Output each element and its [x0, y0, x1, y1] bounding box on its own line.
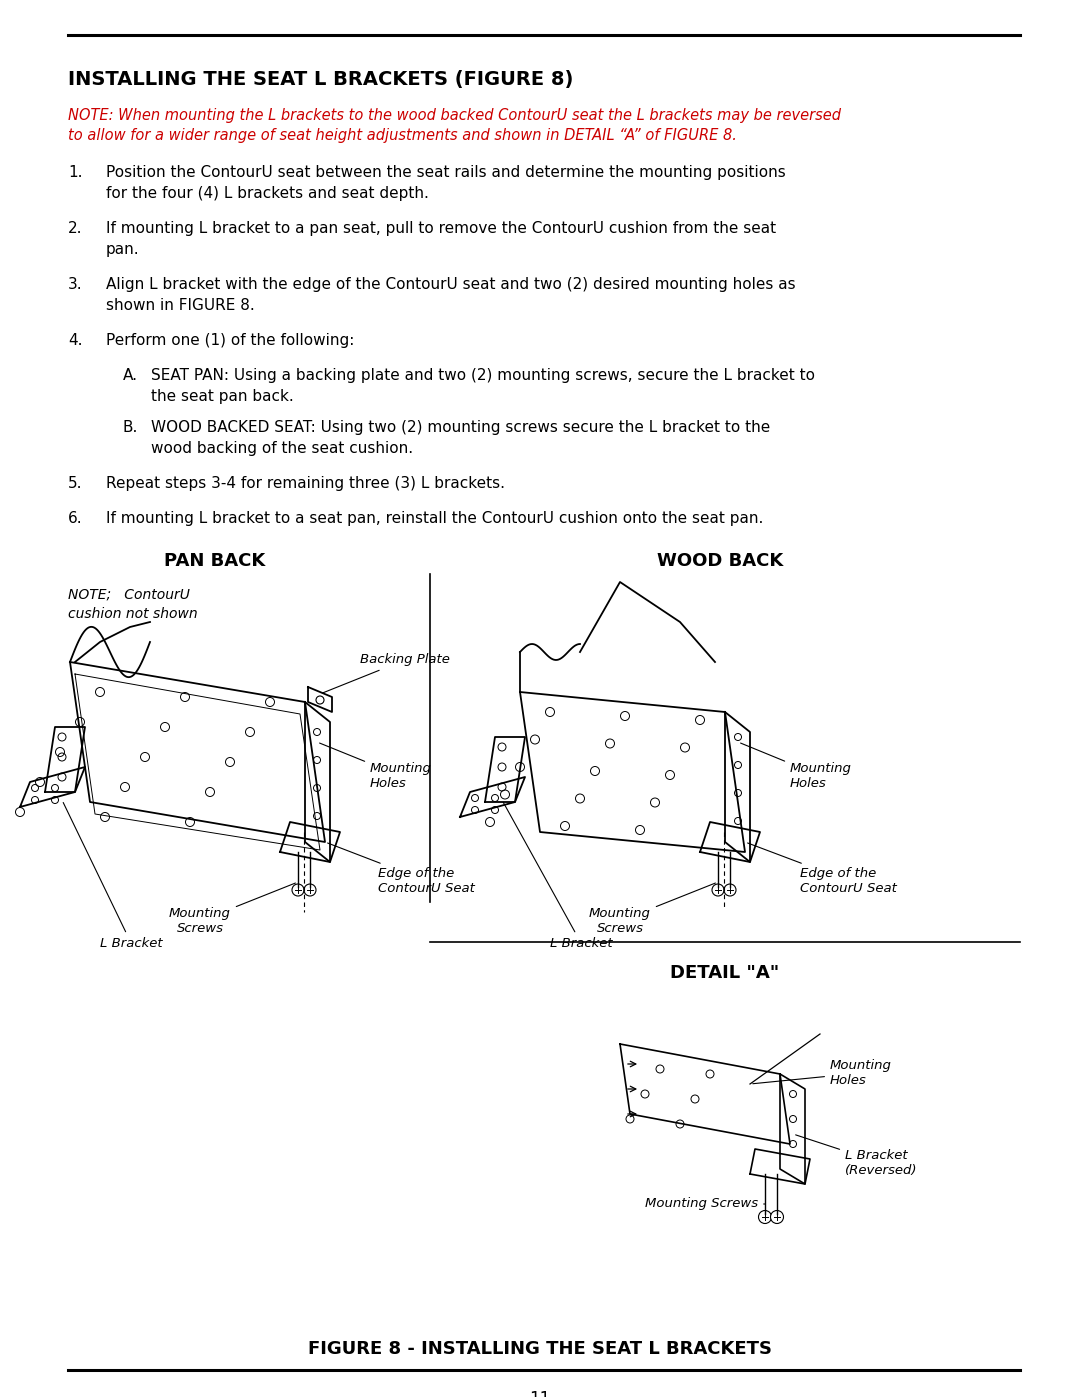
- Text: Perform one (1) of the following:: Perform one (1) of the following:: [106, 332, 354, 348]
- Text: Mounting
Holes: Mounting Holes: [741, 743, 852, 789]
- Text: WOOD BACKED SEAT: Using two (2) mounting screws secure the L bracket to the: WOOD BACKED SEAT: Using two (2) mounting…: [151, 420, 770, 434]
- Circle shape: [303, 884, 316, 895]
- Text: the seat pan back.: the seat pan back.: [151, 388, 294, 404]
- Text: INSTALLING THE SEAT L BRACKETS (FIGURE 8): INSTALLING THE SEAT L BRACKETS (FIGURE 8…: [68, 70, 573, 89]
- Circle shape: [292, 884, 303, 895]
- Text: 11: 11: [529, 1390, 551, 1397]
- Text: 2.: 2.: [68, 221, 82, 236]
- Text: Edge of the
ContourU Seat: Edge of the ContourU Seat: [327, 842, 475, 895]
- Text: Mounting Screws: Mounting Screws: [645, 1197, 765, 1210]
- Text: DETAIL "A": DETAIL "A": [671, 964, 780, 982]
- Text: NOTE: When mounting the L brackets to the wood backed ContourU seat the L bracke: NOTE: When mounting the L brackets to th…: [68, 108, 841, 123]
- Text: B.: B.: [123, 420, 138, 434]
- Text: 1.: 1.: [68, 165, 82, 180]
- Text: Backing Plate: Backing Plate: [323, 654, 450, 693]
- Text: Mounting
Screws: Mounting Screws: [589, 883, 715, 935]
- Text: Edge of the
ContourU Seat: Edge of the ContourU Seat: [747, 842, 896, 895]
- Text: 4.: 4.: [68, 332, 82, 348]
- Text: 6.: 6.: [68, 511, 83, 527]
- Circle shape: [724, 884, 735, 895]
- Text: PAN BACK: PAN BACK: [164, 552, 266, 570]
- Text: If mounting L bracket to a seat pan, reinstall the ContourU cushion onto the sea: If mounting L bracket to a seat pan, rei…: [106, 511, 764, 527]
- Circle shape: [712, 884, 724, 895]
- Text: for the four (4) L brackets and seat depth.: for the four (4) L brackets and seat dep…: [106, 186, 429, 201]
- Text: L Bracket: L Bracket: [64, 802, 163, 950]
- Text: wood backing of the seat cushion.: wood backing of the seat cushion.: [151, 441, 414, 455]
- Circle shape: [758, 1210, 771, 1224]
- Text: SEAT PAN: Using a backing plate and two (2) mounting screws, secure the L bracke: SEAT PAN: Using a backing plate and two …: [151, 367, 815, 383]
- Text: FIGURE 8 - INSTALLING THE SEAT L BRACKETS: FIGURE 8 - INSTALLING THE SEAT L BRACKET…: [308, 1340, 772, 1358]
- Text: cushion not shown: cushion not shown: [68, 608, 198, 622]
- Text: Mounting
Holes: Mounting Holes: [320, 743, 432, 789]
- Text: 3.: 3.: [68, 277, 83, 292]
- Text: Repeat steps 3-4 for remaining three (3) L brackets.: Repeat steps 3-4 for remaining three (3)…: [106, 476, 505, 490]
- Text: to allow for a wider range of seat height adjustments and shown in DETAIL “A” of: to allow for a wider range of seat heigh…: [68, 129, 737, 142]
- Text: 5.: 5.: [68, 476, 82, 490]
- Text: L Bracket
(Reversed): L Bracket (Reversed): [796, 1134, 918, 1178]
- Text: pan.: pan.: [106, 242, 139, 257]
- Text: Align L bracket with the edge of the ContourU seat and two (2) desired mounting : Align L bracket with the edge of the Con…: [106, 277, 796, 292]
- Text: If mounting L bracket to a pan seat, pull to remove the ContourU cushion from th: If mounting L bracket to a pan seat, pul…: [106, 221, 777, 236]
- Text: shown in FIGURE 8.: shown in FIGURE 8.: [106, 298, 255, 313]
- Text: WOOD BACK: WOOD BACK: [657, 552, 783, 570]
- Text: L Bracket: L Bracket: [503, 802, 612, 950]
- Circle shape: [770, 1210, 783, 1224]
- Text: A.: A.: [123, 367, 138, 383]
- Text: Position the ContourU seat between the seat rails and determine the mounting pos: Position the ContourU seat between the s…: [106, 165, 786, 180]
- Text: Mounting
Holes: Mounting Holes: [753, 1059, 892, 1087]
- Text: Mounting
Screws: Mounting Screws: [170, 883, 296, 935]
- Text: NOTE;   ContourU: NOTE; ContourU: [68, 587, 190, 601]
